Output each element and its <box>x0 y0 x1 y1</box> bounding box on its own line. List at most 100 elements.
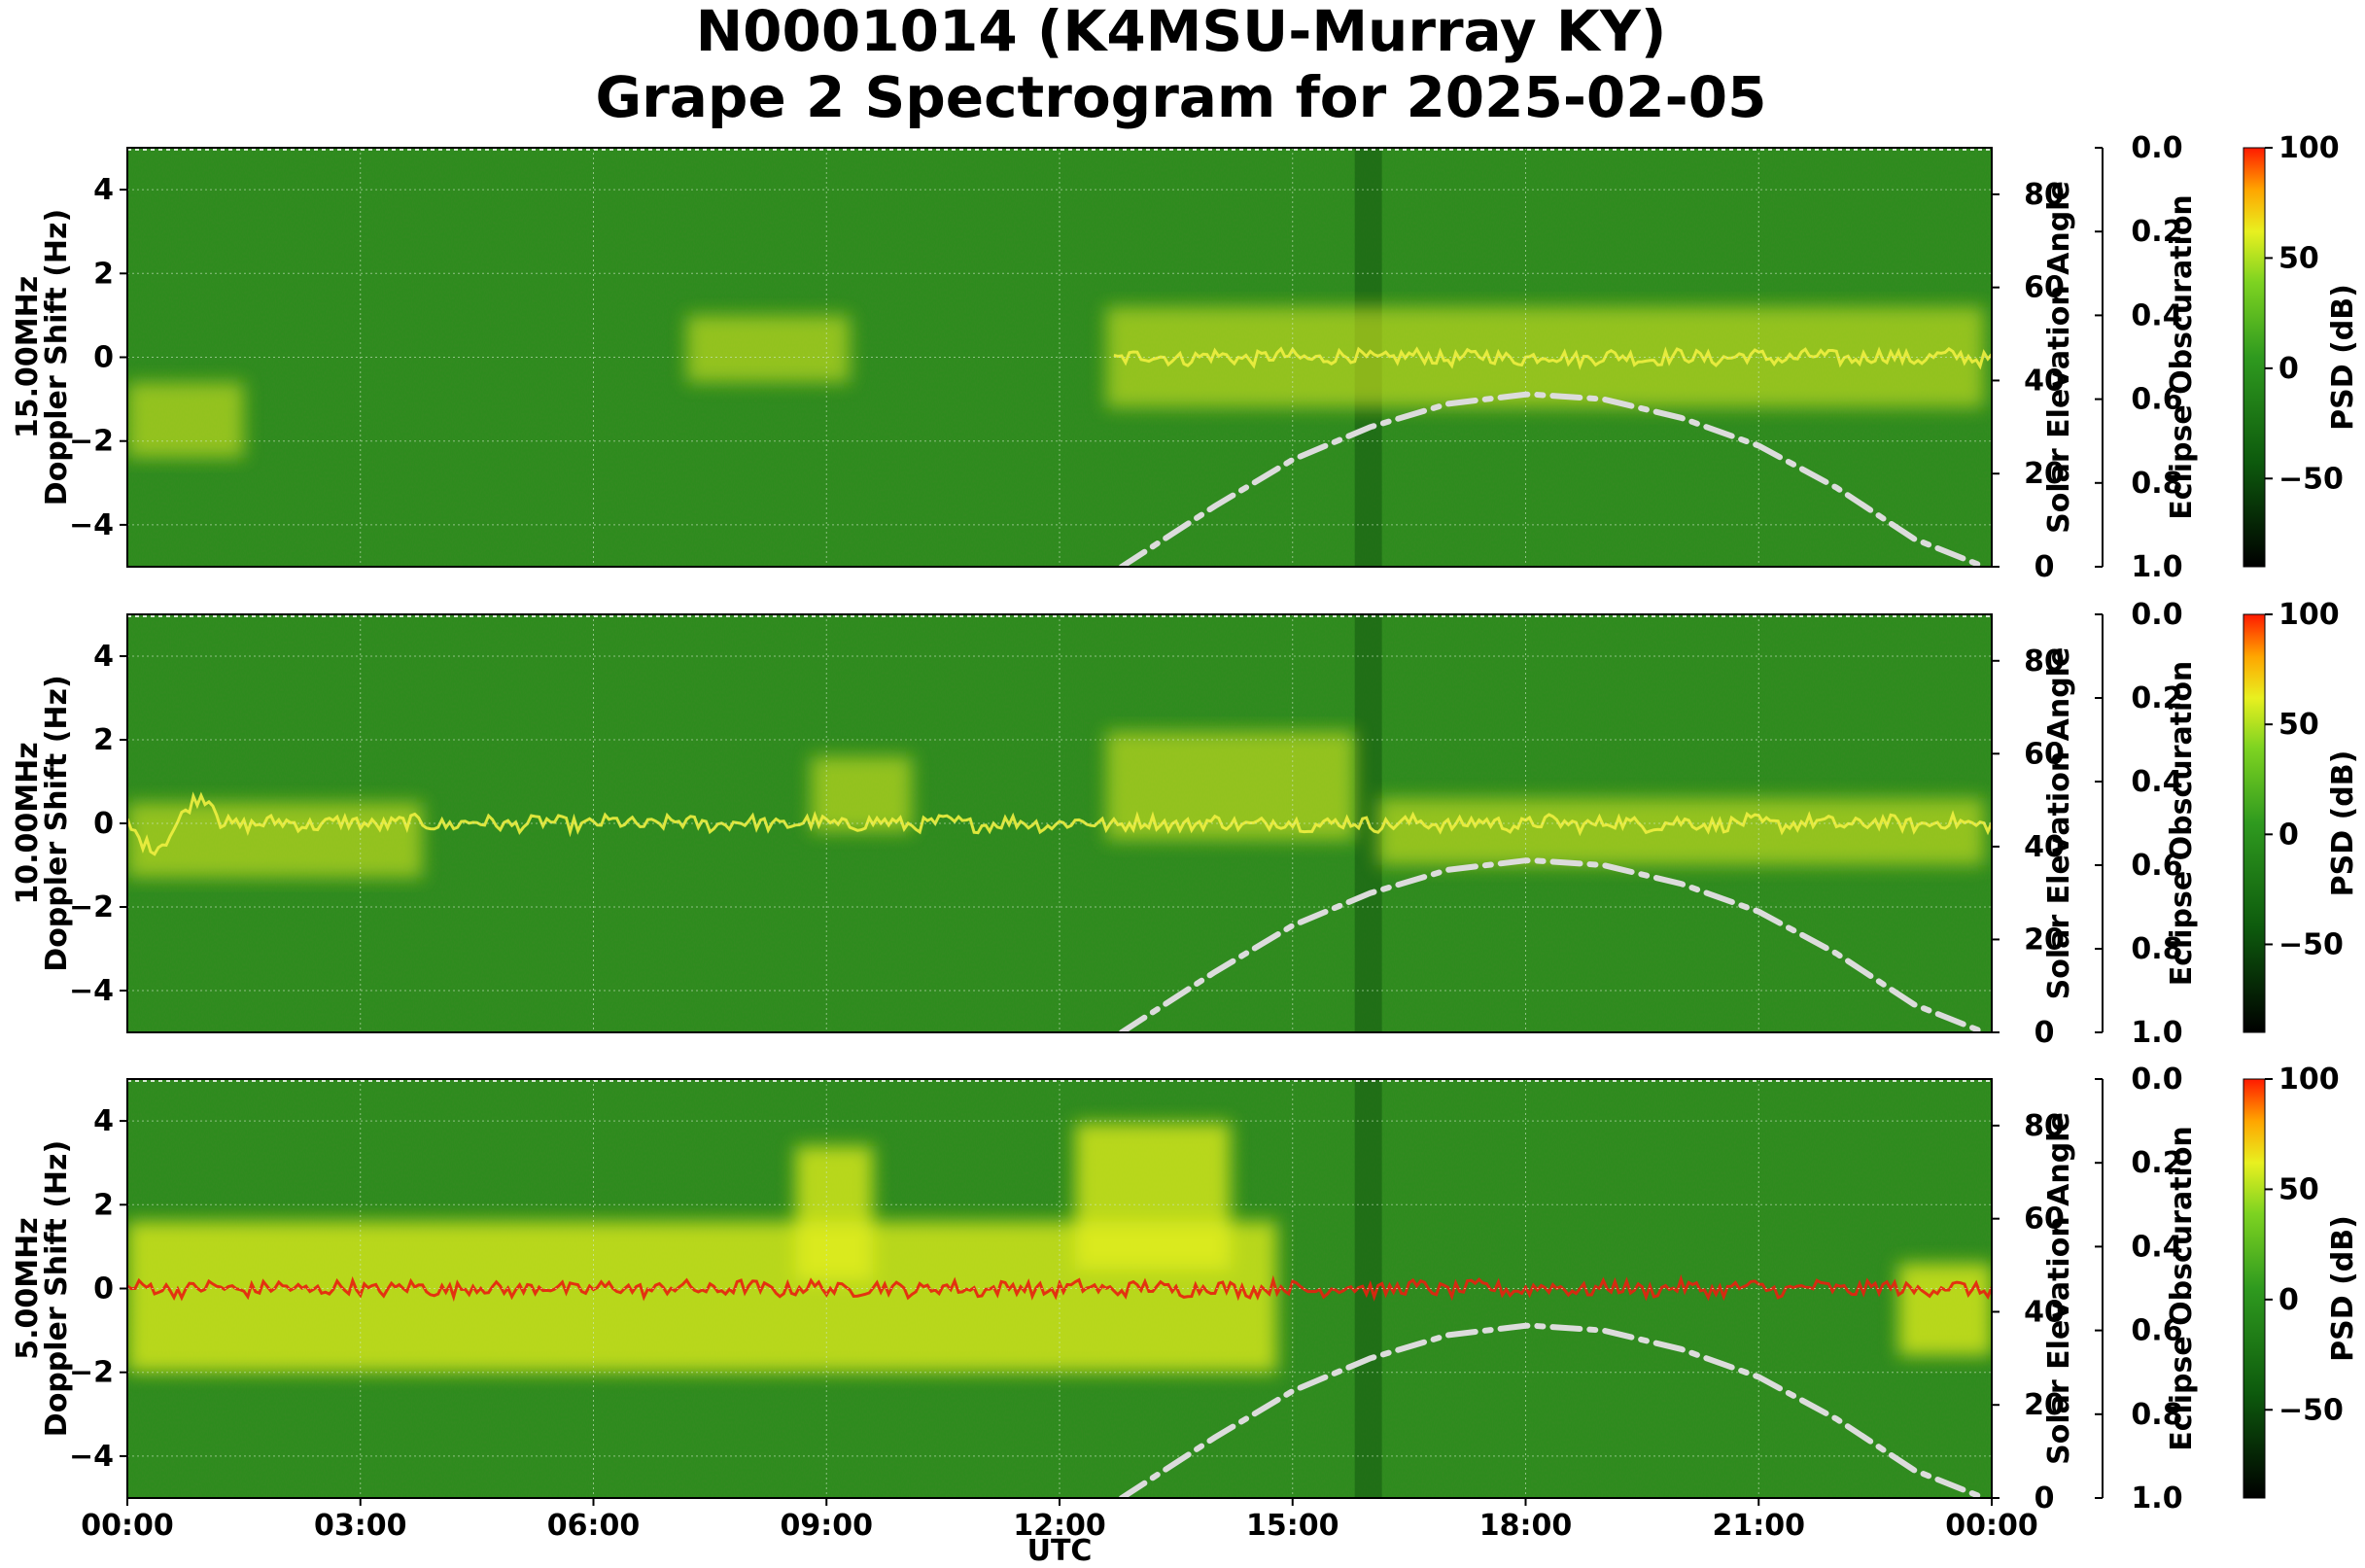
panel-frequency-label: 10.00MHz <box>11 742 45 904</box>
y-axis-label: Doppler Shift (Hz) <box>40 675 74 971</box>
y-tick-label: 2 <box>93 257 114 291</box>
y-tick-label: −4 <box>69 508 114 542</box>
right-axis-label: Solar Elevation Angle <box>2042 181 2076 534</box>
signal-glow <box>127 1123 1992 1373</box>
x-tick-label: 06:00 <box>547 1509 641 1543</box>
figure-title-line2: Grape 2 Spectrogram for 2025-02-05 <box>596 64 1767 130</box>
y-tick-label: 0 <box>93 807 114 841</box>
y-axis-label: Doppler Shift (Hz) <box>40 1140 74 1437</box>
solar-elevation-curve <box>1118 857 1987 1032</box>
doppler-trace <box>1113 346 1992 370</box>
y-tick-label: 2 <box>93 1188 114 1222</box>
colorbar-label: PSD (dB) <box>2326 1215 2360 1362</box>
right-tick-label: 40 <box>2024 830 2065 864</box>
y-tick-label: 4 <box>93 640 114 674</box>
eclipse-tick-label: 0.4 <box>2131 298 2182 332</box>
x-tick-label: 03:00 <box>314 1509 407 1543</box>
x-tick-label: 15:00 <box>1246 1509 1339 1543</box>
right-tick-label: 0 <box>2035 1481 2055 1516</box>
eclipse-tick-label: 0.0 <box>2131 598 2182 632</box>
colorbar <box>2243 613 2266 1033</box>
right-tick-label: 20 <box>2024 457 2065 491</box>
colorbar-tick-label: −50 <box>2278 462 2344 496</box>
colorbar-label: PSD (dB) <box>2326 750 2360 897</box>
panel-frequency-label: 15.00MHz <box>11 276 45 438</box>
colorbar-tick-label: 0 <box>2278 1283 2299 1317</box>
colorbar-tick-label: 50 <box>2278 708 2319 742</box>
eclipse-tick-label: 0.2 <box>2131 1146 2182 1180</box>
colorbar-tick-label: 100 <box>2278 131 2340 165</box>
colorbar-tick-label: 100 <box>2278 1063 2340 1097</box>
solar-elevation-curve <box>1118 391 1987 567</box>
x-tick-label: 12:00 <box>1013 1509 1106 1543</box>
x-tick-label: 00:00 <box>1945 1509 2038 1543</box>
figure-title-line1: N0001014 (K4MSU-Murray KY) <box>696 0 1667 64</box>
right-tick-label: 80 <box>2024 1109 2065 1143</box>
plot-area-0 <box>127 148 1992 567</box>
right-tick-label: 20 <box>2024 923 2065 957</box>
x-tick-label: 00:00 <box>81 1509 174 1543</box>
eclipse-tick-label: 1.0 <box>2131 1016 2182 1050</box>
right-tick-label: 60 <box>2024 271 2065 305</box>
eclipse-tick-label: 0.6 <box>2131 849 2182 883</box>
x-axis: 00:00 03:00 06:00 09:00 12:00 15:00 18:00 21:00… <box>81 1498 2038 1543</box>
colorbar-label: PSD (dB) <box>2326 284 2360 431</box>
colorbar-tick-label: −50 <box>2278 1393 2344 1427</box>
right-tick-label: 60 <box>2024 1202 2065 1237</box>
right-tick-label: 60 <box>2024 737 2065 771</box>
eclipse-tick-label: 0.6 <box>2131 383 2182 417</box>
eclipse-tick-label: 1.0 <box>2131 1481 2182 1516</box>
colorbar <box>2243 1078 2266 1499</box>
eclipse-tick-label: 0.0 <box>2131 1063 2182 1097</box>
y-tick-label: −2 <box>69 890 114 924</box>
doppler-trace <box>127 791 1992 856</box>
signal-glow <box>127 731 1985 878</box>
right-tick-label: 40 <box>2024 1295 2065 1329</box>
right-tick-label: 0 <box>2035 550 2055 584</box>
y-tick-label: −2 <box>69 425 114 459</box>
y-tick-label: −4 <box>69 1440 114 1474</box>
eclipse-tick-label: 1.0 <box>2131 550 2182 584</box>
eclipse-tick-label: 0.6 <box>2131 1314 2182 1348</box>
panel-frequency-label: 5.00MHz <box>11 1217 45 1359</box>
right-tick-label: 0 <box>2035 1016 2055 1050</box>
right-axis-label: Solar Elevation Angle <box>2042 647 2076 1000</box>
eclipse-tick-label: 0.8 <box>2131 932 2182 966</box>
x-axis-label: UTC <box>1027 1534 1093 1568</box>
y-tick-label: 2 <box>93 723 114 757</box>
eclipse-tick-label: 0.8 <box>2131 467 2182 501</box>
right-tick-label: 40 <box>2024 364 2065 398</box>
plot-area-1 <box>127 614 1992 1032</box>
colorbar-tick-label: 0 <box>2278 818 2299 852</box>
x-tick-label: 18:00 <box>1479 1509 1573 1543</box>
colorbar-tick-label: 0 <box>2278 352 2299 386</box>
eclipse-tick-label: 0.4 <box>2131 765 2182 799</box>
eclipse-axis-label: Eclipse Obscuration <box>2165 194 2199 520</box>
x-tick-label: 21:00 <box>1713 1509 1806 1543</box>
colorbar <box>2243 147 2266 568</box>
colorbar-tick-label: 50 <box>2278 1172 2319 1206</box>
plot-area-2 <box>127 1079 1992 1498</box>
right-tick-label: 80 <box>2024 178 2065 212</box>
y-tick-label: 0 <box>93 1272 114 1307</box>
eclipse-tick-label: 0.8 <box>2131 1398 2182 1432</box>
colorbar-tick-label: 100 <box>2278 598 2340 632</box>
colorbar-tick-label: −50 <box>2278 927 2344 961</box>
eclipse-tick-label: 0.4 <box>2131 1230 2182 1264</box>
eclipse-axis-label: Eclipse Obscuration <box>2165 1126 2199 1451</box>
solar-elevation-curve <box>1118 1322 1987 1498</box>
x-tick-label: 09:00 <box>781 1509 874 1543</box>
y-tick-label: 4 <box>93 173 114 207</box>
eclipse-axis-label: Eclipse Obscuration <box>2165 661 2199 987</box>
y-tick-label: −2 <box>69 1356 114 1390</box>
eclipse-tick-label: 0.2 <box>2131 681 2182 715</box>
doppler-trace <box>127 1273 1992 1303</box>
right-tick-label: 20 <box>2024 1388 2065 1422</box>
eclipse-tick-label: 0.2 <box>2131 215 2182 249</box>
y-axis-label: Doppler Shift (Hz) <box>40 209 74 505</box>
y-tick-label: 0 <box>93 341 114 375</box>
